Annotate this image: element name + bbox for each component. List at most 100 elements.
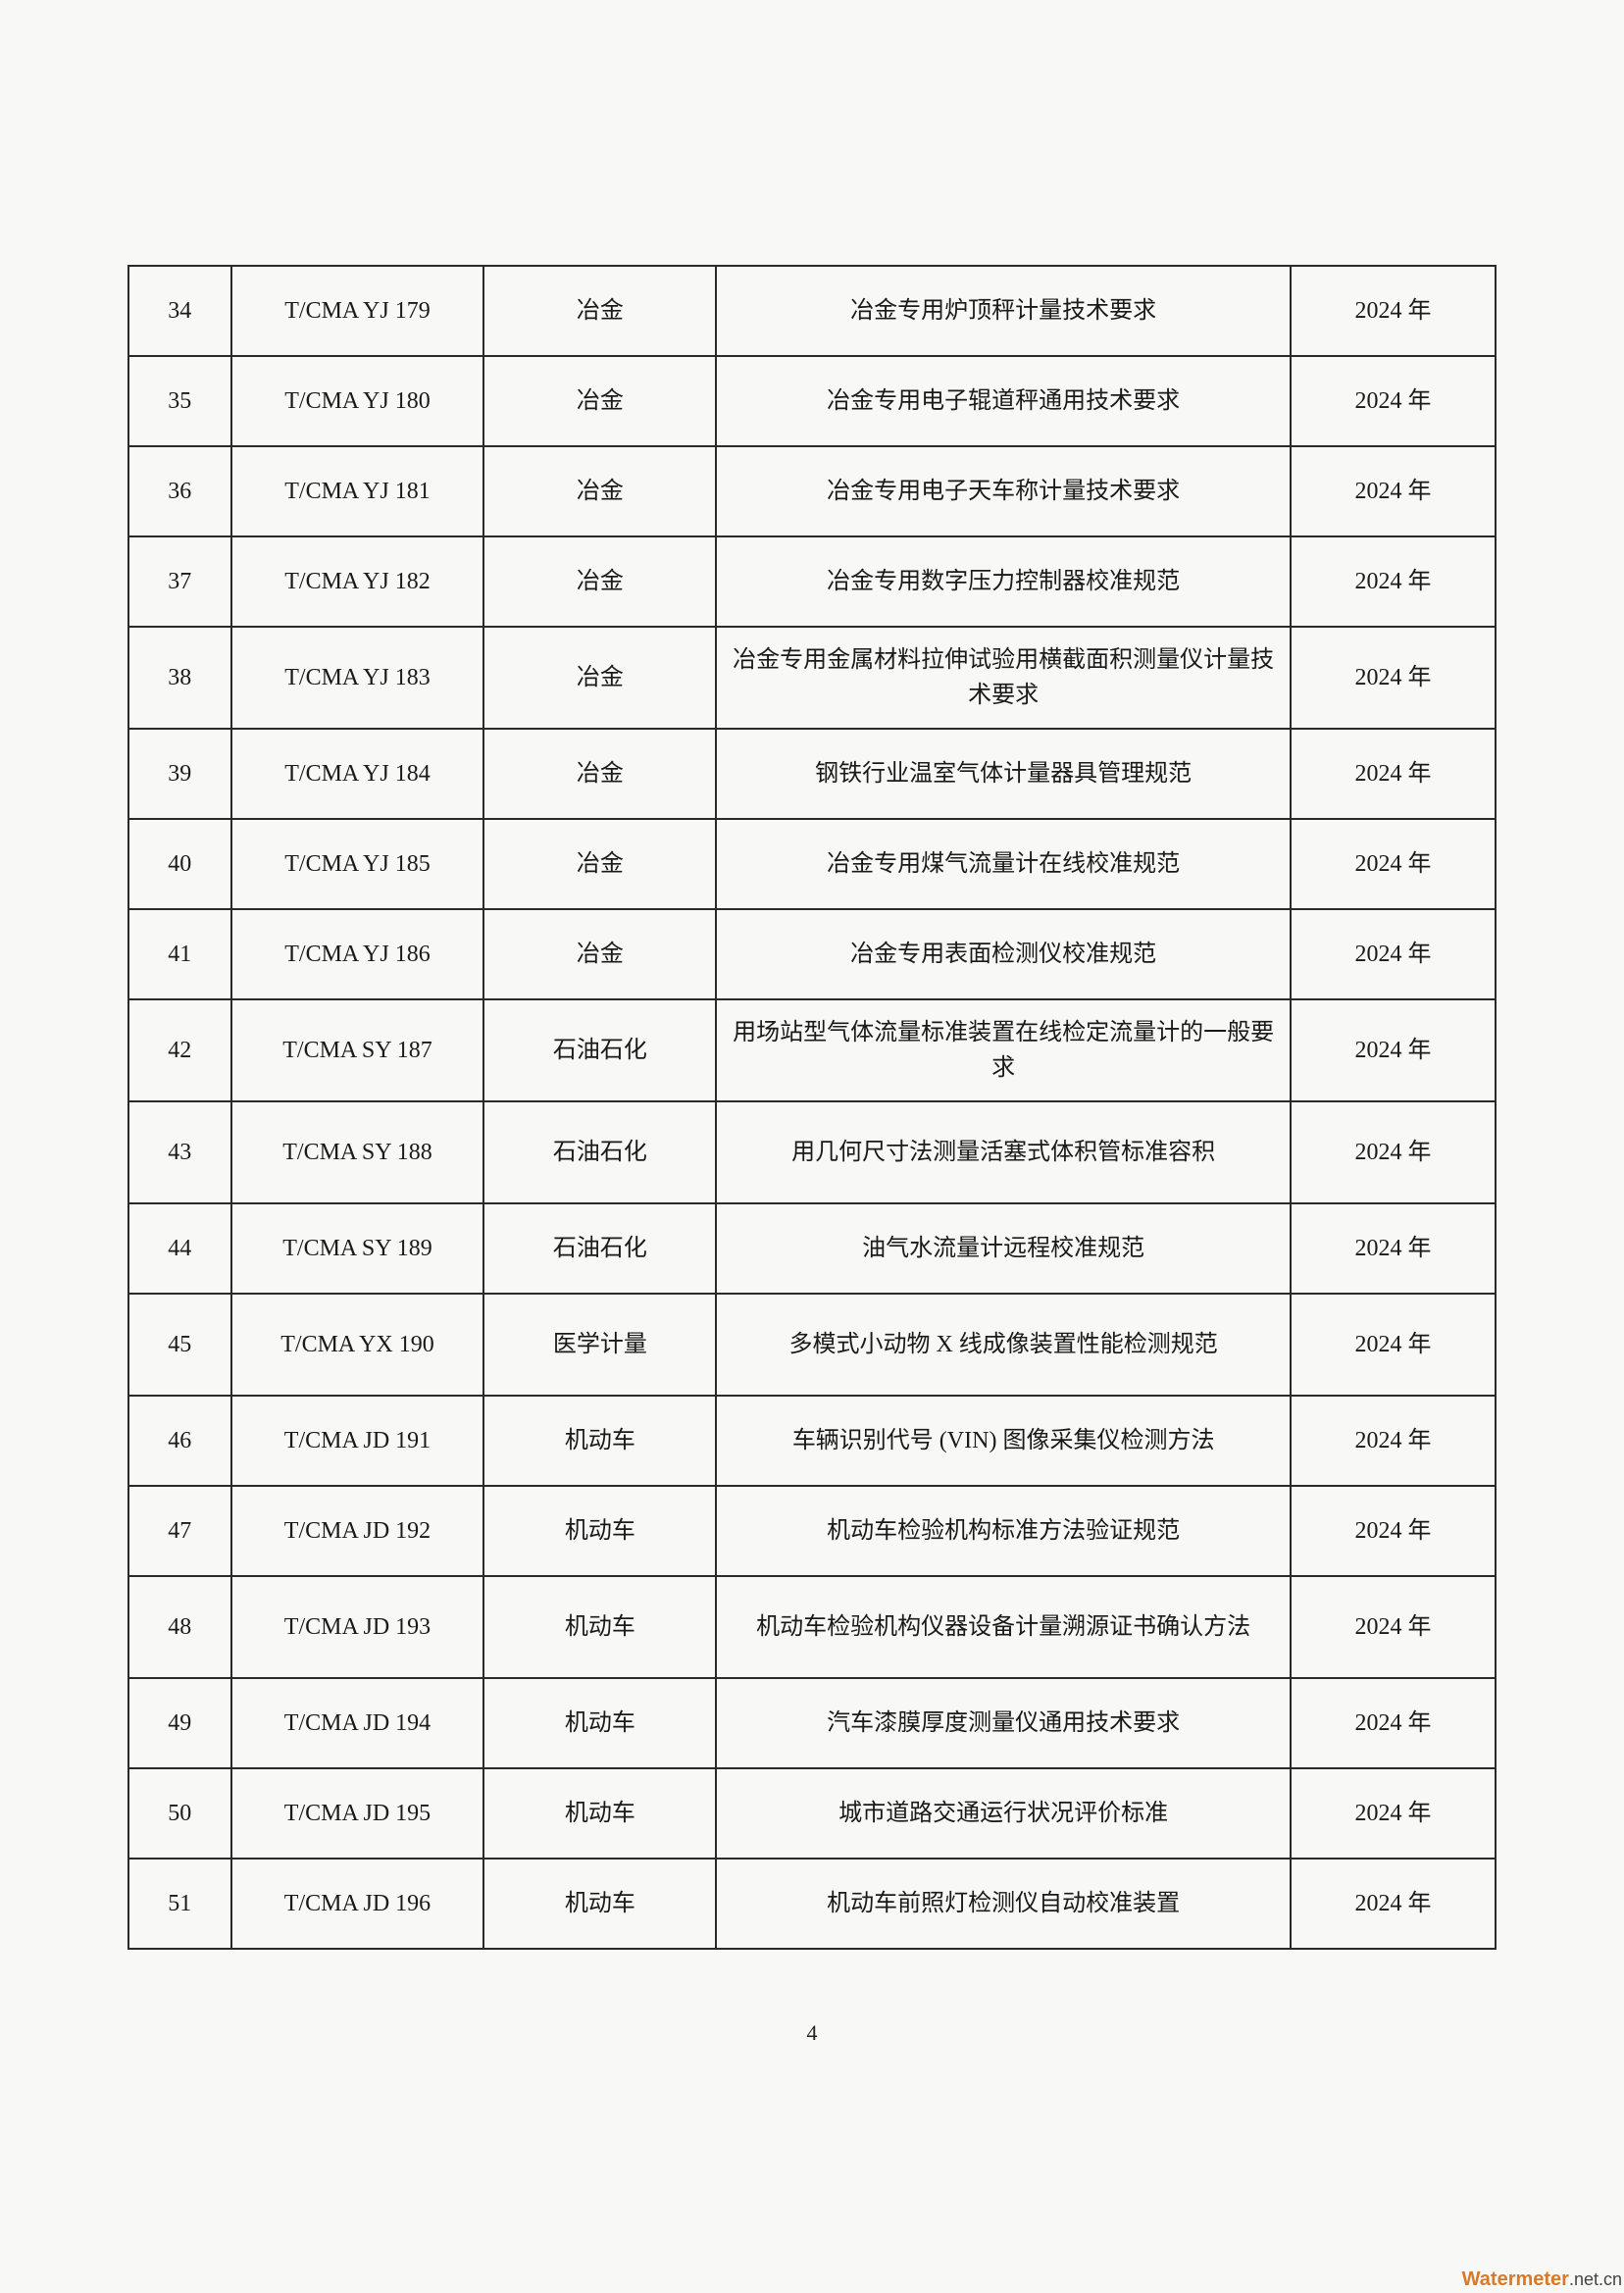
cell-year: 2024 年 [1291,1101,1496,1203]
cell-index: 47 [128,1486,231,1576]
cell-field: 冶金 [483,729,716,819]
cell-code: T/CMA SY 188 [231,1101,484,1203]
cell-title: 机动车检验机构仪器设备计量溯源证书确认方法 [716,1576,1290,1678]
cell-field: 医学计量 [483,1294,716,1396]
cell-code: T/CMA YX 190 [231,1294,484,1396]
cell-code: T/CMA SY 189 [231,1203,484,1294]
cell-year: 2024 年 [1291,819,1496,909]
cell-year: 2024 年 [1291,1203,1496,1294]
cell-index: 45 [128,1294,231,1396]
table-row: 48T/CMA JD 193机动车机动车检验机构仪器设备计量溯源证书确认方法20… [128,1576,1496,1678]
cell-year: 2024 年 [1291,356,1496,446]
cell-year: 2024 年 [1291,446,1496,536]
cell-title: 汽车漆膜厚度测量仪通用技术要求 [716,1678,1290,1768]
cell-index: 39 [128,729,231,819]
cell-code: T/CMA JD 192 [231,1486,484,1576]
cell-title: 多模式小动物 X 线成像装置性能检测规范 [716,1294,1290,1396]
table-row: 37T/CMA YJ 182冶金冶金专用数字压力控制器校准规范2024 年 [128,536,1496,627]
table-row: 39T/CMA YJ 184冶金钢铁行业温室气体计量器具管理规范2024 年 [128,729,1496,819]
cell-field: 石油石化 [483,1101,716,1203]
cell-field: 石油石化 [483,1203,716,1294]
cell-title: 冶金专用电子天车称计量技术要求 [716,446,1290,536]
cell-field: 冶金 [483,627,716,729]
cell-year: 2024 年 [1291,536,1496,627]
table-row: 38T/CMA YJ 183冶金冶金专用金属材料拉伸试验用横截面积测量仪计量技术… [128,627,1496,729]
table-row: 47T/CMA JD 192机动车机动车检验机构标准方法验证规范2024 年 [128,1486,1496,1576]
cell-code: T/CMA YJ 184 [231,729,484,819]
cell-index: 41 [128,909,231,999]
cell-field: 冶金 [483,446,716,536]
cell-code: T/CMA YJ 180 [231,356,484,446]
cell-index: 44 [128,1203,231,1294]
cell-code: T/CMA JD 194 [231,1678,484,1768]
cell-code: T/CMA YJ 181 [231,446,484,536]
cell-title: 冶金专用数字压力控制器校准规范 [716,536,1290,627]
cell-field: 机动车 [483,1678,716,1768]
standards-table: 34T/CMA YJ 179冶金冶金专用炉顶秤计量技术要求2024 年35T/C… [127,265,1497,1950]
table-row: 43T/CMA SY 188石油石化用几何尺寸法测量活塞式体积管标准容积2024… [128,1101,1496,1203]
cell-code: T/CMA JD 195 [231,1768,484,1859]
cell-title: 钢铁行业温室气体计量器具管理规范 [716,729,1290,819]
cell-year: 2024 年 [1291,1294,1496,1396]
cell-title: 机动车前照灯检测仪自动校准装置 [716,1859,1290,1949]
cell-code: T/CMA YJ 182 [231,536,484,627]
watermark-domain: .net.cn [1569,2269,1622,2289]
cell-title: 用几何尺寸法测量活塞式体积管标准容积 [716,1101,1290,1203]
cell-field: 机动车 [483,1486,716,1576]
cell-code: T/CMA JD 193 [231,1576,484,1678]
cell-title: 城市道路交通运行状况评价标准 [716,1768,1290,1859]
cell-year: 2024 年 [1291,1576,1496,1678]
cell-year: 2024 年 [1291,1768,1496,1859]
cell-year: 2024 年 [1291,999,1496,1101]
cell-index: 36 [128,446,231,536]
table-row: 42T/CMA SY 187石油石化用场站型气体流量标准装置在线检定流量计的一般… [128,999,1496,1101]
cell-index: 50 [128,1768,231,1859]
cell-title: 油气水流量计远程校准规范 [716,1203,1290,1294]
cell-index: 49 [128,1678,231,1768]
cell-title: 冶金专用炉顶秤计量技术要求 [716,266,1290,356]
cell-title: 冶金专用金属材料拉伸试验用横截面积测量仪计量技术要求 [716,627,1290,729]
cell-index: 46 [128,1396,231,1486]
cell-field: 机动车 [483,1768,716,1859]
cell-code: T/CMA YJ 186 [231,909,484,999]
cell-title: 冶金专用煤气流量计在线校准规范 [716,819,1290,909]
cell-year: 2024 年 [1291,909,1496,999]
cell-code: T/CMA YJ 183 [231,627,484,729]
table-row: 45T/CMA YX 190医学计量多模式小动物 X 线成像装置性能检测规范20… [128,1294,1496,1396]
cell-title: 车辆识别代号 (VIN) 图像采集仪检测方法 [716,1396,1290,1486]
cell-field: 机动车 [483,1576,716,1678]
page-number: 4 [0,2020,1624,2046]
document-page: 34T/CMA YJ 179冶金冶金专用炉顶秤计量技术要求2024 年35T/C… [0,0,1624,1950]
table-row: 46T/CMA JD 191机动车车辆识别代号 (VIN) 图像采集仪检测方法2… [128,1396,1496,1486]
cell-year: 2024 年 [1291,1859,1496,1949]
cell-code: T/CMA YJ 185 [231,819,484,909]
table-row: 34T/CMA YJ 179冶金冶金专用炉顶秤计量技术要求2024 年 [128,266,1496,356]
cell-index: 43 [128,1101,231,1203]
cell-field: 机动车 [483,1859,716,1949]
table-row: 35T/CMA YJ 180冶金冶金专用电子辊道秤通用技术要求2024 年 [128,356,1496,446]
table-row: 40T/CMA YJ 185冶金冶金专用煤气流量计在线校准规范2024 年 [128,819,1496,909]
cell-title: 冶金专用电子辊道秤通用技术要求 [716,356,1290,446]
cell-year: 2024 年 [1291,1678,1496,1768]
cell-index: 37 [128,536,231,627]
cell-index: 40 [128,819,231,909]
table-row: 51T/CMA JD 196机动车机动车前照灯检测仪自动校准装置2024 年 [128,1859,1496,1949]
table-row: 41T/CMA YJ 186冶金冶金专用表面检测仪校准规范2024 年 [128,909,1496,999]
table-row: 49T/CMA JD 194机动车汽车漆膜厚度测量仪通用技术要求2024 年 [128,1678,1496,1768]
cell-field: 冶金 [483,536,716,627]
cell-index: 35 [128,356,231,446]
cell-index: 51 [128,1859,231,1949]
cell-field: 机动车 [483,1396,716,1486]
watermark-brand: Watermeter [1462,2268,1569,2290]
cell-code: T/CMA JD 191 [231,1396,484,1486]
cell-index: 38 [128,627,231,729]
cell-year: 2024 年 [1291,1486,1496,1576]
cell-index: 48 [128,1576,231,1678]
watermark: Watermeter.net.cn [1462,2268,1622,2291]
cell-field: 冶金 [483,909,716,999]
table-row: 36T/CMA YJ 181冶金冶金专用电子天车称计量技术要求2024 年 [128,446,1496,536]
cell-year: 2024 年 [1291,1396,1496,1486]
table-row: 44T/CMA SY 189石油石化油气水流量计远程校准规范2024 年 [128,1203,1496,1294]
cell-code: T/CMA SY 187 [231,999,484,1101]
table-row: 50T/CMA JD 195机动车城市道路交通运行状况评价标准2024 年 [128,1768,1496,1859]
